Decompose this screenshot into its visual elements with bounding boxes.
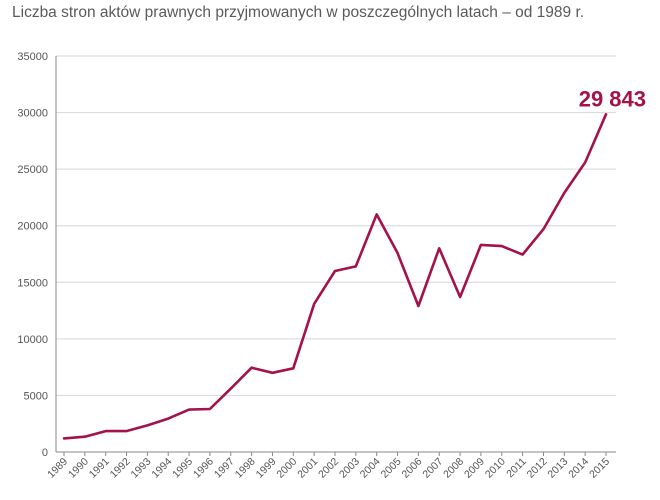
y-tick-label: 35000	[17, 51, 48, 63]
x-tick-label: 2007	[420, 456, 445, 481]
x-tick-label: 1998	[233, 456, 258, 481]
chart-title: Liczba stron aktów prawnych przyjmowanyc…	[12, 4, 585, 21]
x-tick-label: 2004	[358, 456, 383, 481]
y-axis-tick-labels: 0 5000 10000 15000 20000 25000 30000 35000	[17, 51, 48, 459]
x-tick-label: 2006	[400, 456, 425, 481]
x-tick-label: 2002	[316, 456, 341, 481]
x-tick-label: 1992	[108, 456, 133, 481]
x-tick-label: 2010	[483, 456, 508, 481]
last-value-callout: 29 843	[579, 86, 646, 111]
x-tick-label: 2008	[441, 456, 466, 481]
y-tick-label: 5000	[24, 390, 48, 402]
x-tick-label: 2012	[525, 456, 550, 481]
x-tick-label: 1994	[149, 456, 174, 481]
y-tick-label: 25000	[17, 164, 48, 176]
x-axis-tick-labels: 1989199019911992199319941995199619971998…	[45, 452, 612, 481]
x-tick-label: 2005	[379, 456, 404, 481]
x-tick-label: 2011	[504, 456, 529, 481]
x-tick-label: 1993	[129, 456, 154, 481]
x-tick-label: 2000	[274, 456, 299, 481]
y-tick-label: 15000	[17, 277, 48, 289]
x-tick-label: 2014	[566, 456, 591, 481]
series-line	[62, 113, 608, 440]
x-tick-label: 2015	[587, 456, 612, 481]
y-tick-label: 0	[42, 447, 48, 459]
y-tick-label: 20000	[17, 221, 48, 233]
y-tick-label: 30000	[17, 108, 48, 120]
x-tick-label: 1997	[212, 456, 237, 481]
x-tick-label: 1990	[66, 456, 91, 481]
grid-layer	[56, 55, 616, 396]
x-tick-label: 2003	[337, 456, 362, 481]
x-tick-label: 2009	[462, 456, 487, 481]
x-tick-label: 1995	[170, 456, 195, 481]
x-tick-label: 1989	[45, 456, 70, 481]
x-tick-label: 2001	[295, 456, 320, 481]
x-tick-label: 2013	[545, 456, 570, 481]
series-layer	[62, 113, 608, 440]
x-tick-label: 1999	[254, 456, 279, 481]
x-tick-label: 1996	[191, 456, 216, 481]
x-tick-label: 1991	[87, 456, 112, 481]
y-tick-label: 10000	[17, 334, 48, 346]
